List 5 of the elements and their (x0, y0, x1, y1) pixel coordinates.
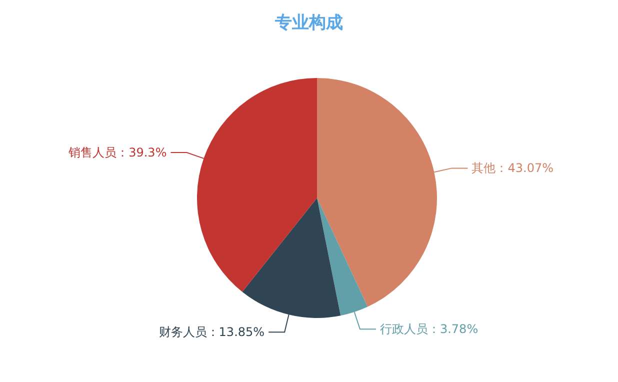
slice-label: 财务人员：13.85% (158, 325, 265, 340)
chart-title: 专业构成 (274, 13, 343, 33)
slice-label: 其他：43.07% (472, 161, 554, 176)
slice-label: 行政人员：3.78% (380, 322, 478, 336)
slice-label: 销售人员：39.3% (68, 145, 167, 160)
